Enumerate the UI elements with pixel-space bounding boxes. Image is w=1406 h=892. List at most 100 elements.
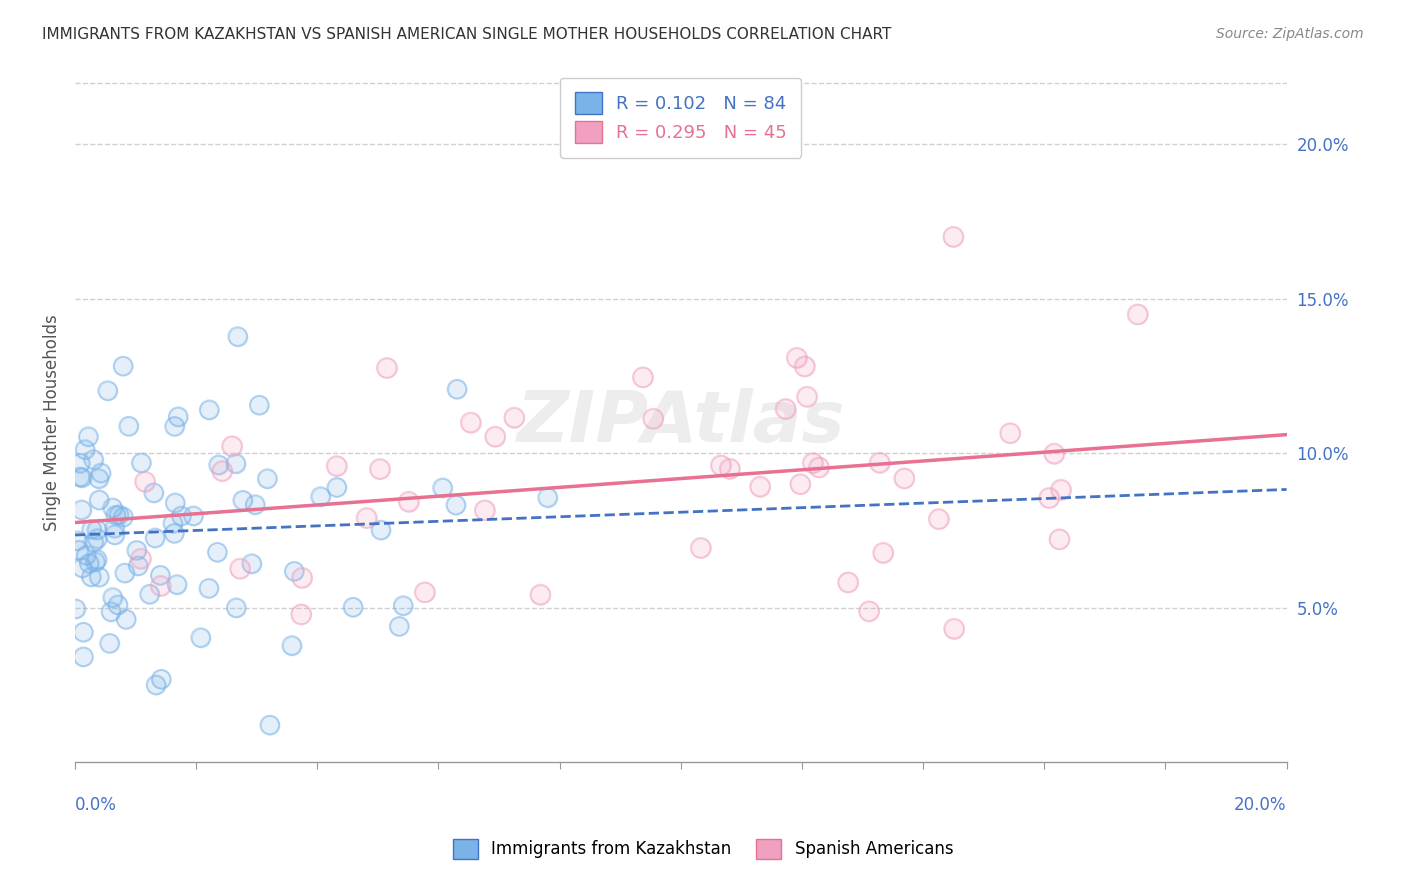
Point (114, 566, 136, 580)
Point (170, 508, 193, 523)
Point (83, 535, 105, 549)
Point (749, 479, 772, 493)
Point (259, 718, 281, 732)
Point (290, 607, 312, 622)
Point (87, 471, 110, 485)
Point (163, 419, 186, 434)
Point (356, 511, 378, 525)
Point (1050, 483, 1073, 497)
Point (240, 557, 263, 571)
Point (247, 398, 270, 412)
Point (943, 622, 966, 636)
Point (1043, 446, 1066, 460)
Point (149, 568, 172, 582)
Point (150, 673, 173, 687)
Point (138, 587, 160, 601)
Point (413, 585, 436, 599)
Point (232, 493, 254, 508)
Point (127, 558, 149, 573)
Point (75, 442, 97, 457)
Point (503, 410, 526, 425)
Point (69, 470, 91, 484)
Point (631, 370, 654, 384)
Point (142, 485, 165, 500)
Point (104, 528, 127, 542)
Text: Source: ZipAtlas.com: Source: ZipAtlas.com (1216, 27, 1364, 41)
Point (232, 493, 254, 508)
Text: 20.0%: 20.0% (1234, 796, 1286, 814)
Point (207, 545, 229, 559)
Point (90, 466, 112, 480)
Point (291, 571, 314, 585)
Point (807, 460, 830, 475)
Point (72, 649, 94, 664)
Point (474, 503, 496, 517)
Point (118, 419, 141, 434)
Point (143, 531, 166, 545)
Point (413, 585, 436, 599)
Point (89, 570, 111, 584)
Point (796, 390, 818, 404)
Point (198, 582, 221, 596)
Point (98, 636, 121, 650)
Point (786, 351, 808, 365)
Point (69, 456, 91, 470)
Point (131, 456, 153, 470)
Point (460, 416, 482, 430)
Point (872, 546, 894, 560)
Point (1043, 446, 1066, 460)
Point (484, 429, 506, 443)
Point (75, 549, 97, 563)
Point (165, 496, 187, 510)
Point (942, 229, 965, 244)
Point (225, 457, 247, 471)
Point (65, 602, 87, 616)
Point (211, 464, 233, 478)
Point (325, 458, 347, 473)
Point (108, 508, 131, 522)
Point (70, 470, 93, 484)
Point (104, 508, 127, 523)
Point (529, 588, 551, 602)
Point (793, 359, 815, 374)
Point (138, 587, 160, 601)
Point (689, 541, 711, 555)
Point (858, 604, 880, 618)
Point (529, 588, 551, 602)
Point (149, 579, 172, 593)
Point (872, 546, 894, 560)
Point (837, 575, 859, 590)
Point (75, 549, 97, 563)
Point (80, 570, 103, 584)
Point (942, 229, 965, 244)
Point (145, 678, 167, 692)
Point (83, 535, 105, 549)
Point (388, 619, 411, 633)
Point (66, 533, 89, 548)
Point (444, 498, 467, 512)
Point (101, 500, 124, 515)
Point (225, 600, 247, 615)
Point (432, 481, 454, 495)
Point (710, 458, 733, 473)
Point (893, 471, 915, 485)
Point (114, 566, 136, 580)
Point (167, 409, 190, 424)
Point (326, 481, 349, 495)
Point (211, 464, 233, 478)
Point (149, 579, 172, 593)
Point (536, 491, 558, 505)
Point (183, 508, 205, 523)
Point (101, 500, 124, 515)
Point (72, 625, 94, 640)
Point (643, 411, 665, 425)
Point (67, 543, 90, 558)
Point (392, 599, 415, 613)
Point (1126, 307, 1149, 321)
Point (69, 456, 91, 470)
Point (484, 429, 506, 443)
Point (643, 411, 665, 425)
Point (112, 510, 135, 524)
Point (1049, 533, 1071, 547)
Point (1049, 533, 1071, 547)
